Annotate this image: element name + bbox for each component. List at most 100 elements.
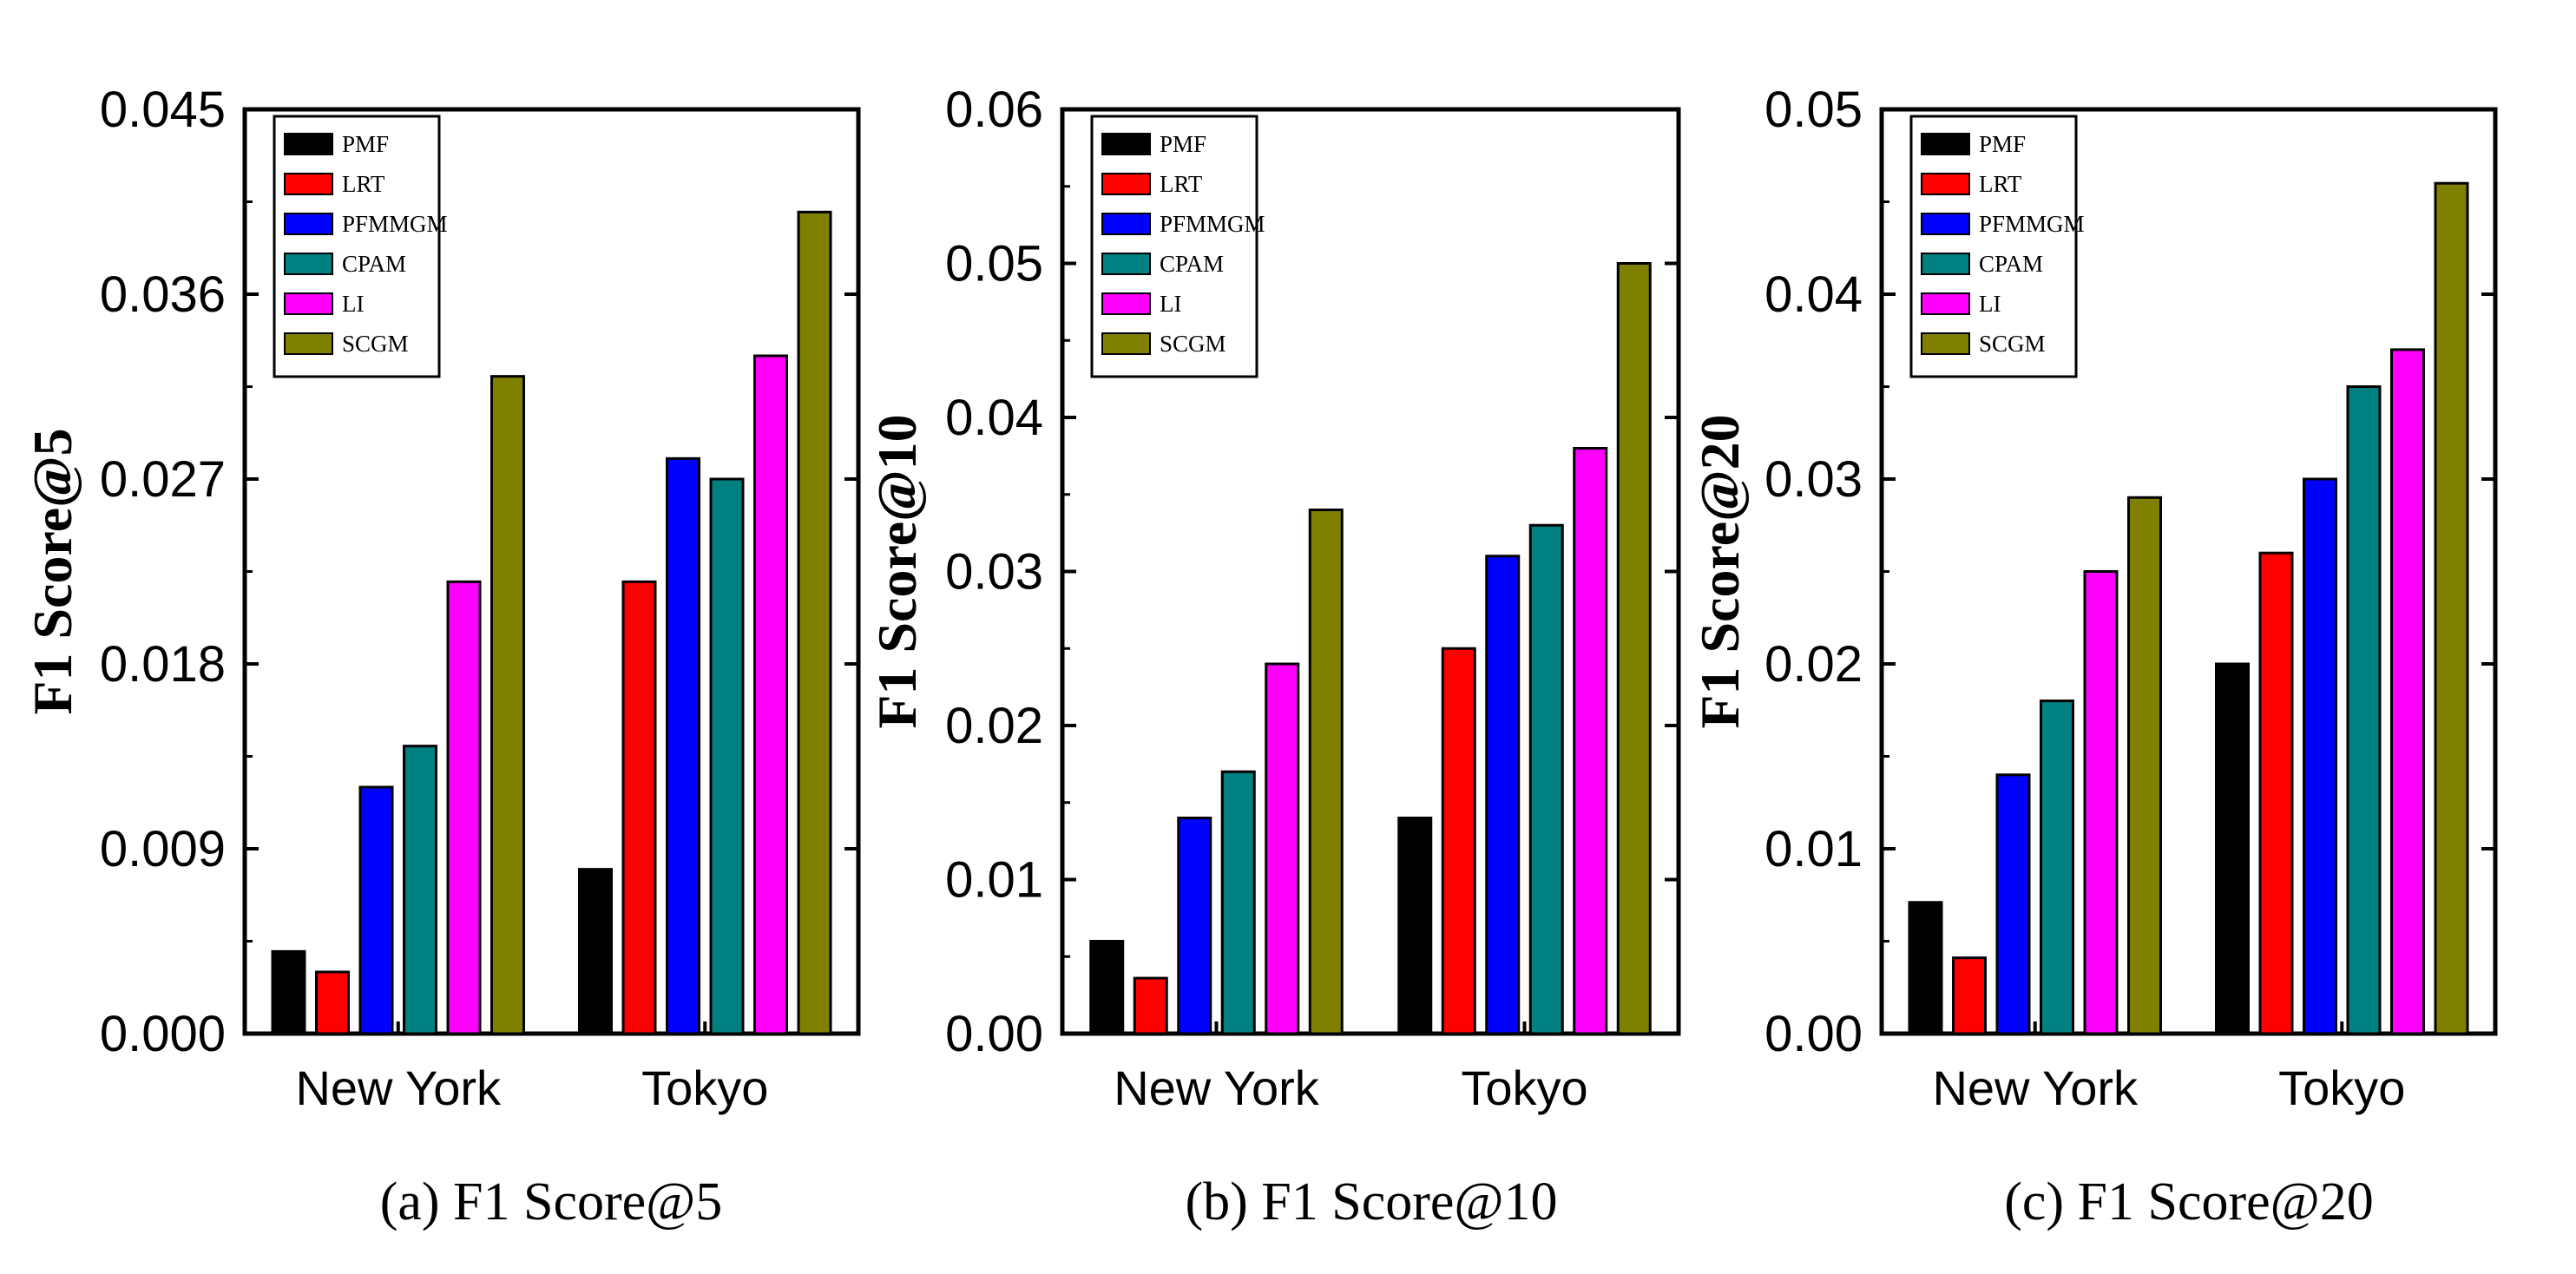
y-tick-label: 0.02 (945, 698, 1043, 754)
y-tick-label: 0.018 (100, 636, 226, 693)
legend-label-lrt: LRT (1979, 171, 2022, 197)
y-tick-label: 0.00 (1764, 1006, 1863, 1062)
legend-label-li: LI (1160, 291, 1181, 317)
legend-swatch-pfmmgm (284, 213, 333, 235)
legend-swatch-pfmmgm (1921, 213, 1970, 235)
legend-swatch-lrt (284, 173, 333, 195)
legend-swatch-li (1101, 292, 1151, 315)
y-tick-label: 0.05 (1764, 82, 1863, 138)
panel-caption: (a) F1 Score@5 (380, 1172, 723, 1231)
legend-swatch-pmf (284, 133, 333, 155)
x-category-label: Tokyo (2278, 1061, 2405, 1115)
bar-li-tokyo (753, 354, 788, 1035)
bar-cpam-new-york (1220, 770, 1256, 1035)
bar-li-new-york (2083, 570, 2119, 1035)
chart-panel-1: 0.000 0.009 0.018 0.027 0.036 0.045 F1 Score@5… (22, 82, 861, 1231)
y-tick-label: 0.06 (945, 82, 1043, 138)
bar-pfmmgm-tokyo (666, 456, 700, 1035)
bar-scgm-tokyo (2434, 181, 2469, 1035)
bar-lrt-new-york (315, 970, 350, 1035)
bar-pmf-tokyo (2215, 662, 2250, 1035)
y-tick-label: 0.04 (945, 390, 1043, 446)
legend-swatch-scgm (284, 332, 333, 355)
bar-cpam-tokyo (1528, 523, 1564, 1035)
legend-label-lrt: LRT (342, 171, 385, 197)
legend-swatch-li (1921, 292, 1970, 315)
bar-scgm-tokyo (797, 210, 832, 1035)
legend-label-li: LI (342, 291, 364, 317)
bar-pmf-tokyo (578, 868, 613, 1035)
chart-panel-3: 0.00 0.01 0.02 0.03 0.04 0.05 F1 Score@20 New Y… (1689, 82, 2498, 1231)
bar-scgm-new-york (2127, 496, 2162, 1035)
bar-scgm-new-york (1308, 509, 1344, 1035)
legend-swatch-cpam (1101, 253, 1151, 275)
legend-label-cpam: CPAM (342, 251, 406, 277)
legend-label-pfmmgm: PFMMGM (1160, 211, 1265, 237)
y-tick-label: 0.01 (945, 852, 1043, 909)
y-tick-label: 0.03 (945, 544, 1043, 601)
bar-pmf-new-york (1908, 901, 1943, 1035)
bar-cpam-new-york (2040, 699, 2074, 1035)
legend-label-lrt: LRT (1160, 171, 1203, 197)
bar-pfmmgm-new-york (358, 785, 394, 1035)
legend-label-pfmmgm: PFMMGM (1979, 211, 2085, 237)
legend-swatch-pfmmgm (1101, 213, 1151, 235)
y-tick-label: 0.05 (945, 236, 1043, 292)
legend-label-pmf: PMF (1979, 131, 2026, 157)
legend-swatch-cpam (1921, 253, 1970, 275)
legend: PMF LRT PFMMGM CPAM LI SCGM (1909, 115, 2085, 378)
bar-lrt-new-york (1952, 956, 1987, 1035)
legend-label-pmf: PMF (1160, 131, 1206, 157)
y-axis-label: F1 Score@5 (22, 428, 83, 714)
x-category-label: Tokyo (641, 1061, 768, 1115)
bar-lrt-tokyo (2258, 551, 2294, 1035)
y-tick-label: 0.03 (1764, 451, 1863, 508)
bar-li-tokyo (2390, 348, 2425, 1035)
legend-label-pfmmgm: PFMMGM (342, 211, 448, 237)
bar-pmf-tokyo (1397, 817, 1433, 1035)
legend-label-pmf: PMF (342, 131, 389, 157)
legend-label-scgm: SCGM (342, 331, 409, 357)
y-tick-label: 0.045 (100, 82, 226, 138)
bar-cpam-new-york (403, 745, 437, 1035)
legend-swatch-pmf (1921, 133, 1970, 155)
legend-label-cpam: CPAM (1979, 251, 2043, 277)
x-category-label: Tokyo (1461, 1061, 1587, 1115)
legend-label-li: LI (1979, 291, 2001, 317)
bar-li-tokyo (1573, 447, 1608, 1035)
bar-scgm-new-york (490, 375, 525, 1035)
bar-lrt-tokyo (1441, 647, 1476, 1035)
legend: PMF LRT PFMMGM CPAM LI SCGM (273, 115, 448, 378)
y-tick-label: 0.036 (100, 266, 226, 323)
legend-label-scgm: SCGM (1160, 331, 1226, 357)
legend-swatch-cpam (284, 253, 333, 275)
bar-lrt-new-york (1133, 976, 1168, 1035)
bar-li-new-york (446, 580, 482, 1035)
legend-swatch-lrt (1921, 173, 1970, 195)
y-tick-label: 0.04 (1764, 266, 1863, 323)
legend-swatch-scgm (1101, 332, 1151, 355)
y-tick-label: 0.01 (1764, 821, 1863, 877)
bar-lrt-tokyo (621, 580, 657, 1035)
panel-caption: (c) F1 Score@20 (2004, 1172, 2374, 1231)
bar-li-new-york (1265, 662, 1300, 1035)
bar-scgm-tokyo (1616, 262, 1652, 1035)
legend-label-cpam: CPAM (1160, 251, 1224, 277)
y-axis-label: F1 Score@10 (866, 414, 928, 728)
bar-pfmmgm-tokyo (2303, 477, 2337, 1035)
bar-cpam-tokyo (709, 477, 745, 1035)
bar-pfmmgm-tokyo (1485, 555, 1521, 1035)
bar-pmf-new-york (1089, 940, 1125, 1035)
legend: PMF LRT PFMMGM CPAM LI SCGM (1090, 115, 1265, 378)
legend-swatch-li (284, 292, 333, 315)
y-tick-label: 0.027 (100, 451, 226, 508)
bar-pfmmgm-new-york (1177, 817, 1212, 1035)
x-category-label: New York (1932, 1061, 2139, 1115)
bar-cpam-tokyo (2346, 385, 2382, 1035)
legend-swatch-pmf (1101, 133, 1151, 155)
x-category-label: New York (295, 1061, 502, 1115)
legend-swatch-scgm (1921, 332, 1970, 355)
legend-label-scgm: SCGM (1979, 331, 2046, 357)
y-tick-label: 0.009 (100, 821, 226, 877)
